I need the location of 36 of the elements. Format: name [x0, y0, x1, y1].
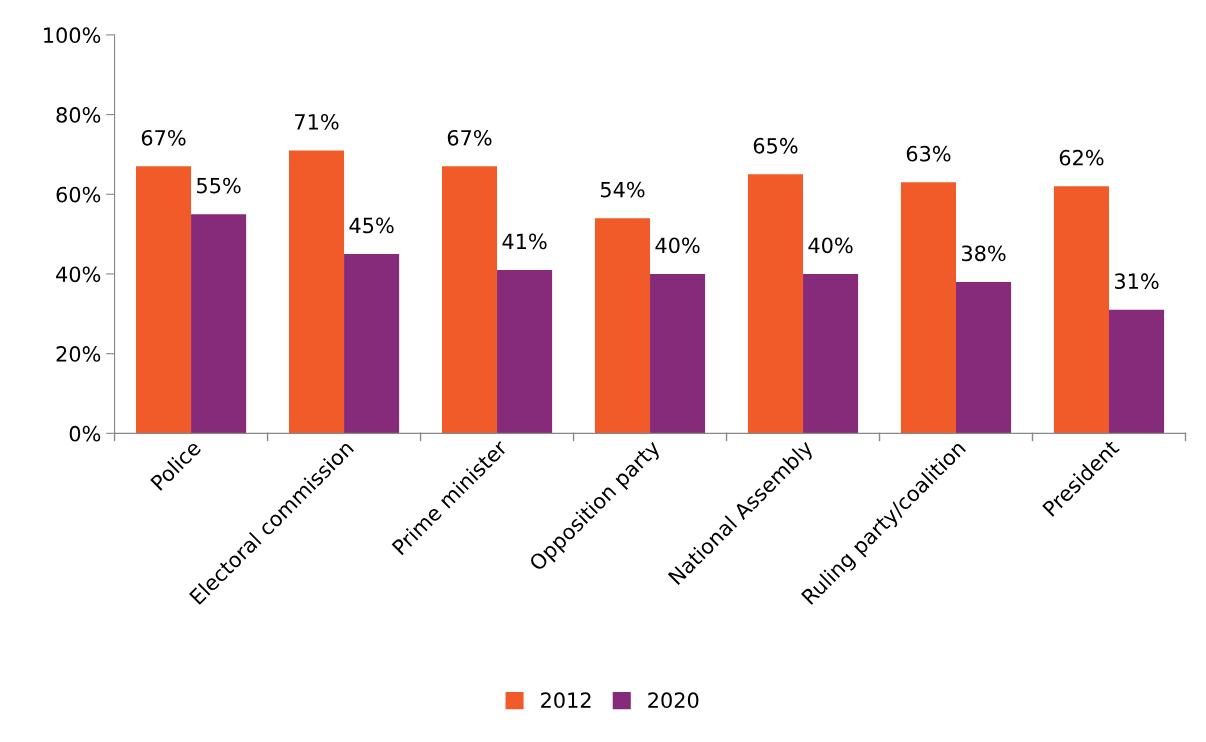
bar: [956, 281, 1012, 434]
data-label: 54%: [600, 181, 645, 198]
data-label: 40%: [655, 237, 700, 254]
legend-label: 2020: [648, 692, 699, 709]
data-label: 71%: [295, 113, 339, 130]
y-tick-label: 20%: [56, 346, 101, 362]
bar: [441, 166, 498, 434]
bar: [650, 273, 706, 434]
bar: [747, 174, 804, 434]
bar: [288, 150, 345, 434]
data-label: 65%: [753, 137, 798, 154]
bar: [594, 218, 651, 434]
data-label: 67%: [447, 129, 492, 146]
bar: [1109, 309, 1165, 434]
data-label: 63%: [906, 145, 951, 162]
data-label: 38%: [961, 245, 1006, 262]
bar: [900, 182, 957, 434]
bar: [135, 166, 192, 434]
y-tick-label: 0%: [69, 425, 101, 442]
bar: [497, 269, 553, 434]
bar: [803, 273, 859, 434]
data-label: 67%: [141, 129, 186, 146]
data-label: 31%: [1114, 273, 1159, 290]
y-tick-label: 80%: [56, 107, 101, 123]
data-label: 45%: [349, 217, 394, 234]
y-tick-label: 40%: [56, 266, 101, 283]
bar: [1053, 186, 1109, 434]
y-tick-label: 60%: [56, 186, 101, 203]
y-tick-label: 100%: [44, 27, 101, 44]
legend-label: 2012: [541, 692, 591, 709]
bar: [344, 254, 400, 434]
data-label: 41%: [502, 233, 547, 250]
data-label: 40%: [808, 237, 853, 254]
bar: [191, 214, 247, 434]
data-label: 55%: [197, 177, 241, 194]
data-label: 62%: [1059, 149, 1104, 166]
